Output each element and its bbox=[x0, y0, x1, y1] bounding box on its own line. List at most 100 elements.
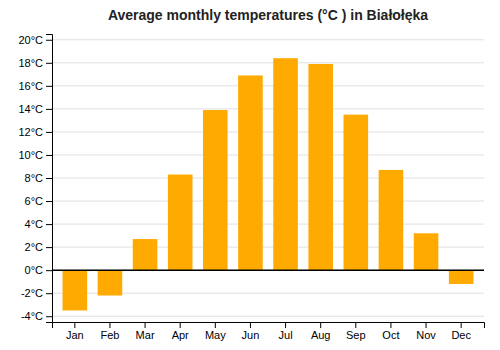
x-tick-label: Feb bbox=[100, 329, 119, 341]
zero-line bbox=[52, 269, 484, 271]
y-tick-mark bbox=[46, 201, 52, 202]
bar bbox=[238, 75, 263, 270]
y-tick-mark bbox=[46, 247, 52, 248]
y-tick-mark bbox=[46, 40, 52, 41]
bar bbox=[133, 239, 158, 270]
x-tick: Jan bbox=[66, 322, 84, 341]
y-tick: 18°C bbox=[18, 57, 52, 69]
y-tick-label: 18°C bbox=[18, 57, 43, 69]
grid-line bbox=[52, 224, 484, 225]
y-tick-label: 14°C bbox=[18, 103, 43, 115]
y-tick-label: 8°C bbox=[25, 172, 44, 184]
y-tick-mark bbox=[46, 178, 52, 179]
y-tick-label: -4°C bbox=[21, 310, 43, 322]
x-tick-label: Mar bbox=[136, 329, 155, 341]
x-tick: May bbox=[205, 322, 226, 341]
x-tick: Dec bbox=[451, 322, 471, 341]
title: Average monthly temperatures (°C ) in Bi… bbox=[108, 7, 428, 23]
x-tick-label: Aug bbox=[311, 329, 331, 341]
x-tick: Jun bbox=[242, 322, 260, 341]
y-tick: 14°C bbox=[18, 103, 52, 115]
x-tick-mark bbox=[145, 322, 146, 328]
y-tick-mark bbox=[46, 63, 52, 64]
x-axis: Jan Feb Mar Apr May Jun Jul Aug Sep Oct Nov Dec bbox=[53, 322, 485, 341]
grid-line bbox=[52, 131, 484, 132]
y-tick-mark bbox=[46, 132, 52, 133]
y-tick: 8°C bbox=[25, 172, 52, 184]
y-tick: 2°C bbox=[25, 241, 52, 253]
x-tick-label: May bbox=[205, 329, 226, 341]
plot: -4°C -2°C 0°C 2°C 4°C 6°C 8°C 10°C 12°C 14°C 16°C 1… bbox=[18, 34, 484, 341]
x-tick-mark bbox=[320, 322, 321, 328]
y-tick-mark bbox=[46, 155, 52, 156]
x-axis-line bbox=[53, 323, 485, 329]
y-tick-label: -2°C bbox=[21, 287, 43, 299]
x-tick-mark bbox=[215, 322, 216, 328]
x-tick: Nov bbox=[416, 322, 436, 341]
grid-line bbox=[52, 85, 484, 86]
x-tick-mark bbox=[355, 322, 356, 328]
grid-line bbox=[52, 62, 484, 63]
chart: Average monthly temperatures (°C ) in Bi… bbox=[0, 0, 500, 350]
y-tick-mark bbox=[46, 293, 52, 294]
y-tick-mark bbox=[46, 316, 52, 317]
y-tick: 20°C bbox=[18, 34, 52, 46]
bar bbox=[308, 64, 333, 270]
x-tick-label: Apr bbox=[172, 329, 189, 341]
y-tick-label: 16°C bbox=[18, 80, 43, 92]
bar bbox=[379, 170, 404, 270]
x-tick-mark bbox=[426, 322, 427, 328]
x-tick-label: Jan bbox=[66, 329, 84, 341]
x-tick: Jul bbox=[279, 322, 293, 341]
y-tick-mark bbox=[46, 270, 52, 271]
x-tick: Mar bbox=[136, 322, 155, 341]
y-tick-label: 20°C bbox=[18, 34, 43, 46]
y-tick-mark bbox=[46, 224, 52, 225]
grid-line bbox=[52, 154, 484, 155]
y-tick-label: 6°C bbox=[25, 195, 44, 207]
x-tick-label: Nov bbox=[416, 329, 436, 341]
y-tick-label: 2°C bbox=[25, 241, 44, 253]
bar bbox=[63, 270, 88, 310]
grid-line bbox=[52, 270, 484, 271]
x-tick: Aug bbox=[311, 322, 331, 341]
grid-line bbox=[52, 39, 484, 40]
y-tick: 6°C bbox=[25, 195, 52, 207]
x-tick-label: Sep bbox=[346, 329, 366, 341]
y-tick-label: 12°C bbox=[18, 126, 43, 138]
bar bbox=[98, 270, 123, 295]
x-tick-mark bbox=[180, 322, 181, 328]
x-tick-label: Jul bbox=[279, 329, 293, 341]
bars bbox=[52, 58, 484, 310]
x-tick-label: Oct bbox=[382, 329, 399, 341]
bar bbox=[203, 110, 228, 270]
x-tick-mark bbox=[109, 322, 110, 328]
grid bbox=[52, 40, 484, 316]
x-tick: Oct bbox=[382, 322, 399, 341]
bar bbox=[449, 270, 474, 284]
y-tick: -4°C bbox=[21, 310, 52, 322]
bar bbox=[273, 58, 298, 270]
x-tick-label: Jun bbox=[242, 329, 260, 341]
y-axis-line bbox=[46, 35, 53, 323]
grid-line bbox=[52, 201, 484, 202]
x-tick-label: Dec bbox=[451, 329, 471, 341]
x-tick-mark bbox=[250, 322, 251, 328]
y-tick-label: 10°C bbox=[18, 149, 43, 161]
y-tick-mark bbox=[46, 86, 52, 87]
x-tick-mark bbox=[74, 322, 75, 328]
x-tick: Sep bbox=[346, 322, 366, 341]
x-tick: Feb bbox=[100, 322, 119, 341]
y-tick: 16°C bbox=[18, 80, 52, 92]
y-tick-label: 0°C bbox=[25, 264, 44, 276]
grid-line bbox=[52, 178, 484, 179]
bar bbox=[414, 233, 439, 270]
y-tick: 4°C bbox=[25, 218, 52, 230]
x-tick: Apr bbox=[172, 322, 189, 341]
x-tick-mark bbox=[285, 322, 286, 328]
y-tick-mark bbox=[46, 109, 52, 110]
y-tick: -2°C bbox=[21, 287, 52, 299]
y-tick: 12°C bbox=[18, 126, 52, 138]
y-tick: 0°C bbox=[25, 264, 52, 276]
y-axis: -4°C -2°C 0°C 2°C 4°C 6°C 8°C 10°C 12°C 14°C 16°C 1… bbox=[18, 34, 52, 323]
